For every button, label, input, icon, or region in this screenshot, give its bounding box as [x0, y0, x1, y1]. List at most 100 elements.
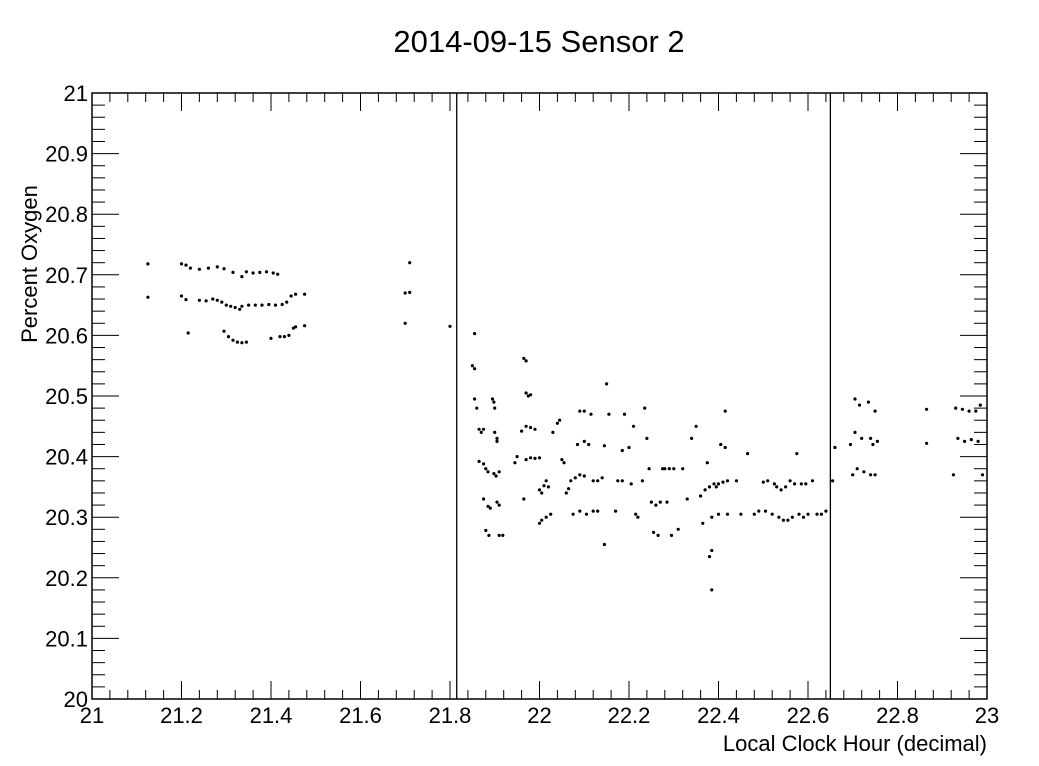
data-point — [540, 491, 544, 495]
data-point — [795, 452, 799, 456]
data-point — [860, 436, 864, 440]
data-point — [253, 303, 257, 307]
data-point — [869, 436, 873, 440]
data-point — [636, 515, 640, 519]
data-point — [705, 461, 709, 465]
data-point — [497, 503, 501, 507]
data-point — [260, 303, 264, 307]
data-point — [488, 506, 492, 510]
y-axis-title: Percent Oxygen — [17, 185, 42, 343]
data-point — [752, 512, 756, 516]
data-point — [710, 515, 714, 519]
data-point — [804, 482, 808, 486]
data-point — [571, 512, 575, 516]
data-point — [810, 479, 815, 483]
data-point — [215, 265, 219, 269]
data-point — [231, 270, 235, 274]
data-point — [600, 476, 604, 480]
data-point — [482, 427, 486, 431]
data-point — [537, 456, 542, 460]
data-point — [643, 406, 647, 410]
data-point — [801, 515, 806, 519]
data-point — [712, 482, 716, 486]
data-point — [779, 488, 783, 492]
data-point — [477, 427, 481, 431]
data-point — [605, 382, 609, 386]
data-point — [620, 479, 624, 483]
data-point — [667, 467, 671, 471]
data-point — [871, 442, 875, 447]
data-point — [251, 271, 255, 275]
data-point — [714, 485, 718, 489]
y-tick-label: 20.1 — [45, 626, 88, 651]
data-point — [240, 341, 244, 345]
data-point — [258, 270, 262, 274]
x-tick-label: 22 — [527, 703, 551, 728]
data-point — [529, 393, 533, 397]
data-point — [584, 512, 589, 516]
data-point — [951, 473, 956, 477]
data-point — [757, 509, 761, 513]
data-point — [978, 403, 982, 407]
data-point — [954, 406, 958, 410]
data-point — [784, 485, 788, 489]
x-tick-label: 21.2 — [160, 703, 203, 728]
data-point — [707, 485, 712, 489]
data-point — [723, 409, 727, 413]
data-point — [244, 270, 248, 274]
data-point — [186, 331, 190, 335]
data-point — [799, 482, 803, 486]
data-point — [701, 521, 705, 525]
data-point — [616, 479, 620, 483]
y-tick-labels: 20 20.1 20.2 20.3 20.4 20.5 20.6 20.7 20.8 20.9 21 — [45, 81, 88, 712]
data-point — [967, 409, 971, 413]
data-point — [658, 500, 662, 504]
data-point — [857, 403, 862, 407]
data-point — [184, 263, 188, 267]
data-point — [226, 335, 231, 339]
data-point — [869, 473, 873, 477]
data-point — [788, 479, 792, 483]
data-point — [231, 338, 235, 342]
data-point — [578, 509, 582, 513]
data-point — [607, 412, 611, 416]
data-point — [806, 512, 810, 516]
data-point — [725, 479, 730, 483]
y-tick-label: 20.2 — [45, 566, 88, 591]
data-point — [721, 480, 725, 484]
data-point — [815, 512, 819, 516]
data-point — [495, 436, 499, 440]
data-point — [781, 518, 786, 522]
data-point — [699, 494, 703, 498]
data-point — [848, 442, 853, 447]
data-point — [529, 425, 533, 430]
data-point — [486, 504, 490, 508]
data-point — [766, 479, 770, 483]
data-point — [578, 473, 582, 477]
data-point — [448, 324, 452, 328]
data-point — [501, 533, 505, 538]
data-point — [602, 542, 607, 547]
data-point — [240, 304, 244, 308]
data-point — [725, 512, 730, 516]
x-tick-label: 21.6 — [339, 703, 382, 728]
data-point — [734, 479, 739, 483]
data-point — [963, 439, 967, 443]
data-point — [614, 509, 618, 513]
data-point — [793, 482, 797, 486]
x-tick-label: 22.2 — [608, 703, 651, 728]
data-point — [772, 482, 777, 486]
data-point — [235, 340, 239, 344]
data-point — [490, 397, 495, 401]
y-tick-label: 20.5 — [45, 384, 88, 409]
data-point — [855, 467, 859, 471]
data-point — [303, 324, 307, 328]
data-point — [851, 473, 855, 477]
data-point — [569, 479, 573, 483]
data-point — [515, 455, 519, 459]
data-point — [976, 439, 980, 443]
y-tick-label: 20.9 — [45, 142, 88, 167]
data-point — [146, 262, 150, 266]
data-point — [188, 266, 192, 270]
